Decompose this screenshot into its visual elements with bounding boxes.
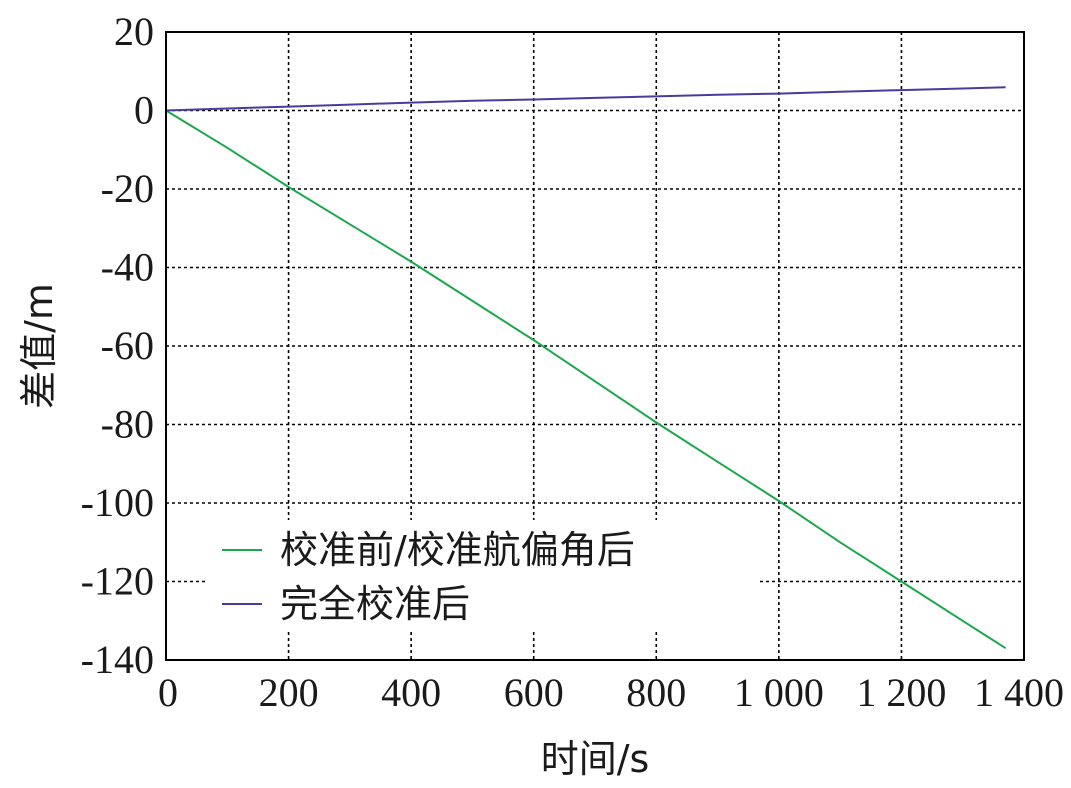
x-tick-label: 600 — [504, 670, 564, 715]
y-tick-label: -100 — [81, 480, 154, 525]
y-tick-label: -40 — [101, 245, 154, 290]
y-axis-label: 差值/m — [17, 283, 61, 409]
x-tick-label: 200 — [259, 670, 319, 715]
y-tick-label: -60 — [101, 323, 154, 368]
plot-area — [165, 86, 1007, 650]
plot-frame — [165, 31, 1025, 661]
y-tick-label: -140 — [81, 637, 154, 682]
x-tick-label: 400 — [381, 670, 441, 715]
x-tick-label: 1 000 — [734, 670, 824, 715]
x-tick-label: 1 400 — [974, 670, 1064, 715]
x-tick-label: 800 — [626, 670, 686, 715]
y-tick-label: -20 — [101, 166, 154, 211]
legend-entry-1: 完全校准后 — [280, 582, 470, 626]
legend-background — [205, 520, 757, 630]
x-tick-label: 0 — [158, 670, 178, 715]
x-tick-label: 1 200 — [856, 670, 946, 715]
series-line-1 — [165, 86, 1006, 112]
y-tick-label: 0 — [134, 88, 154, 133]
x-axis-label: 时间/s — [541, 737, 650, 781]
y-tick-label: -120 — [81, 559, 154, 604]
legend-entry-0: 校准前/校准航偏角后 — [280, 528, 635, 572]
y-tick-label: 20 — [114, 9, 154, 54]
series-line-0 — [165, 109, 1007, 650]
y-tick-label: -80 — [101, 402, 154, 447]
